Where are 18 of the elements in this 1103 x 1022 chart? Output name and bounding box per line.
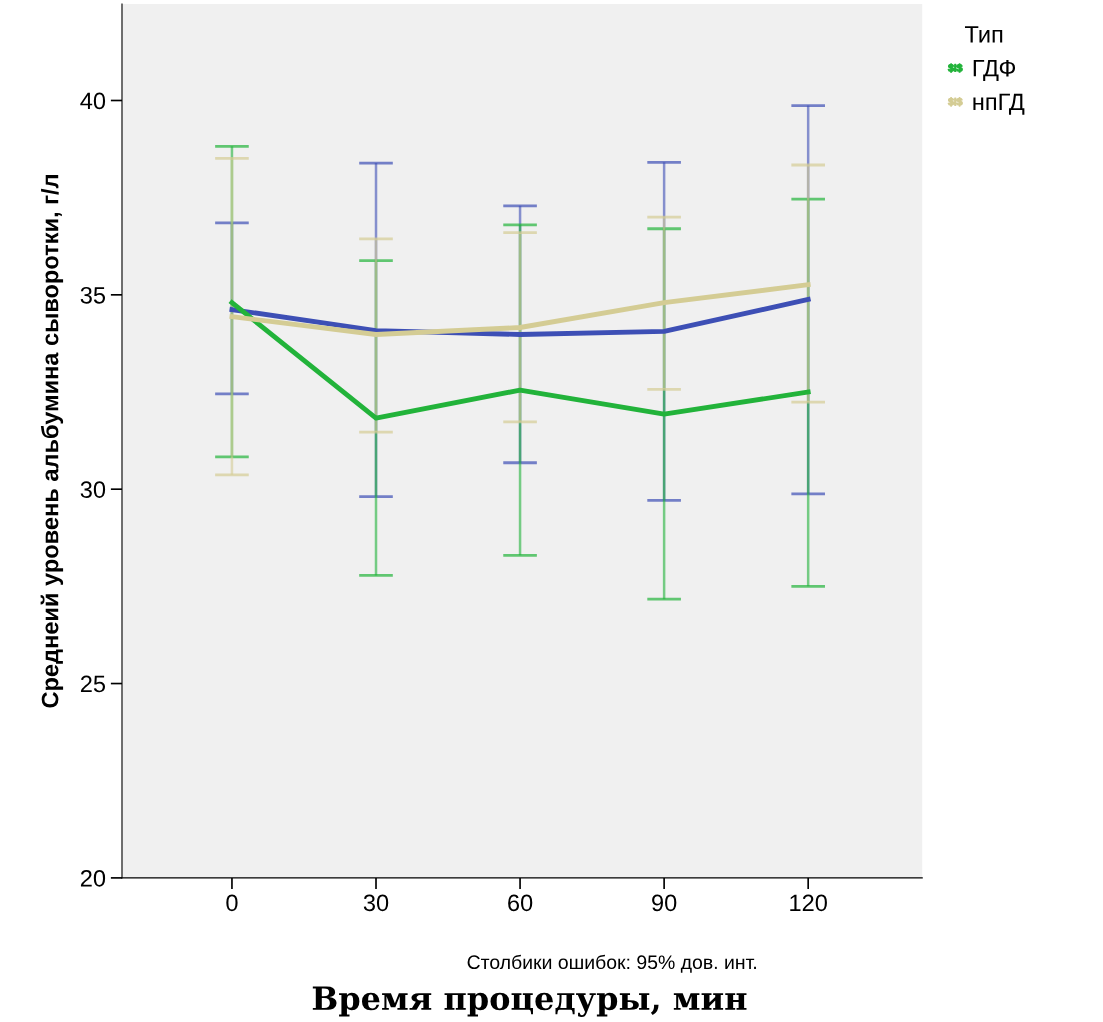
x-axis-title: Время процедуры, мин <box>312 986 747 1017</box>
x-tick-label: 30 <box>363 894 389 912</box>
line-series <box>229 282 811 337</box>
y-tick-label: 40 <box>80 92 106 110</box>
legend-title: Тип <box>964 26 1003 43</box>
y-axis-title: Среднеий уровень альбумина сыворотки, г/л <box>40 175 64 708</box>
y-tick-label: 20 <box>80 869 106 887</box>
x-tick-label: 90 <box>652 894 677 912</box>
y-tick-label: 35 <box>80 286 106 304</box>
y-tick-label: 25 <box>80 675 106 693</box>
legend-label: нпГД <box>973 93 1025 115</box>
text: Столбики ошибок: 95% дов. инт. <box>467 954 756 973</box>
x-tick-label: 60 <box>508 894 533 912</box>
x-tick-label: 120 <box>790 894 827 912</box>
x-tick-label: 0 <box>226 894 238 912</box>
y-tick-label: 30 <box>80 481 106 498</box>
line-series <box>229 300 811 421</box>
legend-label: ГДФ <box>973 59 1016 81</box>
